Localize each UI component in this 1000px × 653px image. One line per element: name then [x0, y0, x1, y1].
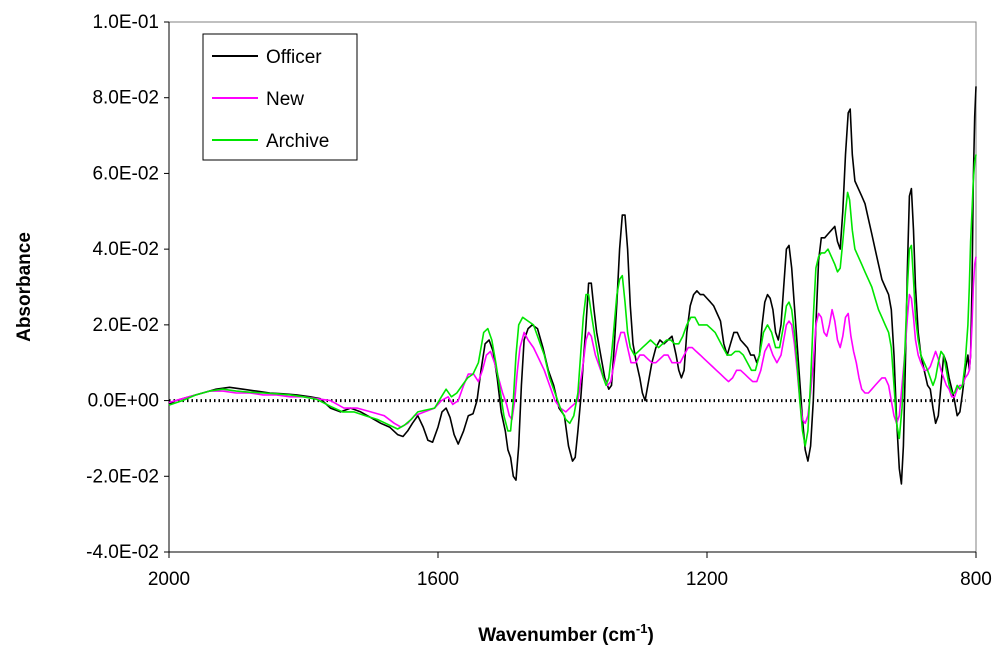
y-tick-label: 6.0E-02	[92, 163, 159, 184]
y-tick-label: 8.0E-02	[92, 88, 159, 109]
y-tick-label: 1.0E-01	[92, 12, 159, 33]
x-axis-title: Wavenumber (cm-1)	[478, 621, 654, 646]
y-tick-label: 4.0E-02	[92, 239, 159, 260]
legend-label-officer: Officer	[266, 47, 322, 68]
legend: Officer New Archive	[202, 33, 358, 161]
legend-label-new: New	[266, 89, 304, 110]
legend-label-archive: Archive	[266, 131, 329, 152]
x-tick-label: 2000	[148, 569, 190, 590]
x-axis-title-main: Wavenumber (cm	[478, 625, 636, 646]
y-tick-label: -2.0E-02	[86, 466, 159, 487]
y-axis-title: Absorbance	[14, 232, 35, 342]
x-axis-title-superscript: -1	[636, 621, 648, 636]
series-layer	[168, 86, 977, 485]
axes: -4.0E-02 -2.0E-02 0.0E+00 2.0E-02 4.0E-02 6.0…	[86, 12, 992, 590]
series-line-archive	[168, 154, 977, 447]
x-axis-title-suffix: )	[647, 625, 653, 646]
y-tick-label: 2.0E-02	[92, 315, 159, 336]
x-tick-label: 1600	[417, 569, 459, 590]
y-tick-label: 0.0E+00	[88, 391, 159, 412]
series-line-officer	[168, 86, 977, 485]
x-tick-label: 1200	[686, 569, 728, 590]
y-tick-label: -4.0E-02	[86, 542, 159, 563]
x-tick-label: 800	[960, 569, 992, 590]
